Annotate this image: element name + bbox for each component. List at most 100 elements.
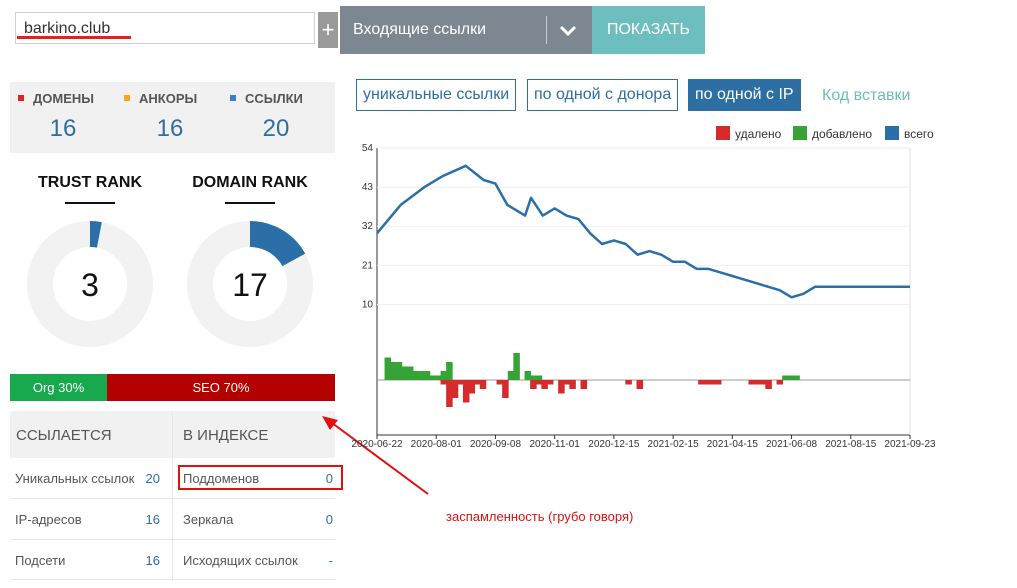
row-subdomains-value[interactable]: 0: [325, 471, 333, 486]
bar-deleted: [709, 380, 716, 385]
bar-added: [524, 371, 532, 380]
table-row-divider: [10, 579, 335, 580]
row-subnets-label: Подсети: [15, 553, 66, 568]
domain-input-value: barkino.club: [24, 20, 111, 37]
bar-deleted: [479, 380, 487, 389]
select-divider: [546, 16, 547, 44]
bar-added: [446, 362, 453, 380]
bar-added: [530, 375, 537, 380]
red-highlight-box: [178, 465, 343, 490]
row-unique-links-value[interactable]: 20: [145, 471, 160, 486]
x-tick-label: 2020-12-15: [588, 439, 640, 450]
stat-domains-value[interactable]: 16: [49, 115, 77, 142]
legend-total-swatch: [885, 126, 899, 140]
links-chart: 10 21 32 43 54 2020-06-22 2020-08-01 2020-09-08…: [351, 143, 936, 450]
stat-anchors-value[interactable]: 16: [156, 115, 184, 142]
table-column-divider: [172, 411, 173, 581]
chevron-down-icon[interactable]: [556, 18, 580, 42]
bar-added: [406, 366, 414, 380]
row-ip-label: IP-адресов: [15, 512, 82, 527]
domain-rank-value: 17: [232, 267, 268, 303]
bar-deleted: [754, 380, 761, 385]
bar-deleted: [546, 380, 554, 385]
x-tick-label: 2020-08-01: [411, 439, 463, 450]
select-label: Входящие ссылки: [353, 21, 487, 38]
trust-rank-value: 3: [81, 267, 99, 303]
in-index-header: В ИНДЕКСЕ: [183, 427, 269, 444]
links-to-header: ССЫЛАЕТСЯ: [16, 427, 112, 444]
bar-deleted: [569, 380, 576, 389]
bar-deleted: [457, 380, 464, 385]
add-domain-button[interactable]: +: [318, 12, 338, 48]
trust-rank-underline: [65, 202, 115, 204]
red-square-icon: [18, 95, 24, 101]
row-subnets-value[interactable]: 16: [145, 553, 160, 568]
bar-added: [401, 366, 408, 380]
bar-deleted: [580, 380, 588, 389]
bar-added: [793, 375, 800, 380]
bar-deleted: [625, 380, 632, 385]
stat-domains-label: ДОМЕНЫ: [18, 91, 94, 106]
bar-added: [434, 375, 442, 380]
bar-deleted: [563, 380, 571, 385]
seo-traffic-bar: SEO 70%: [107, 374, 335, 401]
legend-total-label: всего: [904, 127, 934, 141]
bar-deleted: [759, 380, 767, 385]
bar-added: [390, 362, 397, 380]
domain-rank-donut: 17: [187, 221, 313, 347]
bar-added: [787, 375, 795, 380]
y-tick-label: 10: [362, 299, 374, 310]
bar-deleted: [636, 380, 644, 389]
show-button[interactable]: ПОКАЗАТЬ: [592, 6, 705, 54]
row-outgoing-value: -: [328, 553, 333, 568]
bar-added: [384, 357, 392, 380]
bar-added: [513, 353, 520, 380]
bar-added: [395, 362, 403, 380]
x-tick-label: 2021-08-15: [825, 439, 877, 450]
y-tick-label: 21: [362, 260, 374, 271]
domain-input[interactable]: barkino.club: [15, 12, 315, 44]
row-outgoing-label: Исходящих ссылок: [183, 553, 298, 568]
bar-added: [507, 371, 515, 380]
legend-deleted-swatch: [716, 126, 730, 140]
bar-deleted: [776, 380, 784, 385]
x-tick-label: 2020-09-08: [470, 439, 522, 450]
stat-links-label: ССЫЛКИ: [230, 91, 303, 106]
bar-deleted: [451, 380, 459, 398]
row-mirrors-value[interactable]: 0: [325, 512, 333, 527]
tab-one-per-ip[interactable]: по одной с IP: [688, 79, 801, 111]
bar-deleted: [502, 380, 509, 398]
bar-deleted: [462, 380, 470, 403]
bar-deleted: [714, 380, 722, 385]
bar-added: [418, 371, 425, 380]
legend-deleted-label: удалено: [735, 127, 782, 141]
bar-deleted: [530, 380, 537, 389]
legend-added-label: добавлено: [812, 127, 873, 141]
table-row-divider: [10, 498, 335, 499]
stat-links-value[interactable]: 20: [262, 115, 290, 142]
bar-deleted: [496, 380, 504, 385]
tab-unique-links[interactable]: уникальные ссылки: [356, 79, 517, 111]
bar-deleted: [698, 380, 705, 385]
embed-code-link[interactable]: Код вставки: [822, 87, 911, 104]
domain-rank-underline: [225, 202, 275, 204]
red-underline-annotation: [17, 36, 131, 39]
domain-rank-title: DOMAIN RANK: [192, 174, 308, 191]
bar-deleted: [468, 380, 476, 394]
x-tick-label: 2020-06-22: [351, 439, 403, 450]
trust-rank-title: TRUST RANK: [38, 174, 142, 191]
bar-added: [423, 371, 431, 380]
bar-added: [412, 371, 420, 380]
x-tick-label: 2020-11-01: [529, 439, 580, 450]
row-subdomains-label: Поддоменов: [183, 471, 260, 486]
bar-deleted: [541, 380, 548, 389]
trust-rank-arc: [89, 221, 102, 248]
y-tick-label: 54: [362, 143, 374, 154]
row-ip-value[interactable]: 16: [145, 512, 160, 527]
bar-added: [535, 375, 543, 380]
link-type-select[interactable]: Входящие ссылки: [340, 6, 592, 54]
bar-deleted: [765, 380, 772, 389]
tab-one-per-donor[interactable]: по одной с донора: [527, 79, 679, 111]
bar-added: [429, 375, 436, 380]
annotation-note: заспамленность (грубо говоря): [446, 509, 634, 524]
